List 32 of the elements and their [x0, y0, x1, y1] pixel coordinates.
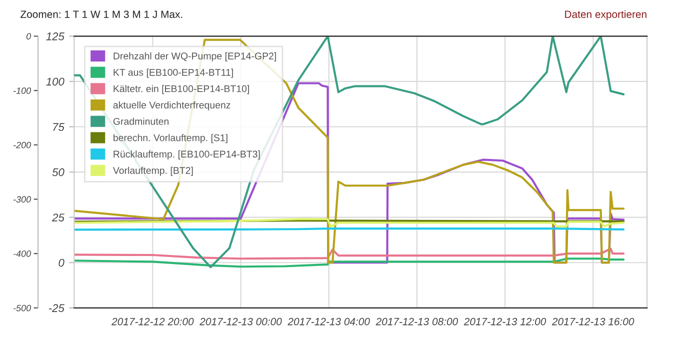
line-series — [74, 218, 625, 228]
text: Zoomen: 1 T 1 W 1 M 3 M 1 J Max. — [20, 10, 182, 18]
line-series — [74, 258, 625, 268]
legend-label: Gradminuten — [113, 118, 168, 125]
x-tick-label: 2017-12-12 20:00 — [112, 318, 194, 326]
legend-label: Vorlauftemp. [BT2] — [112, 166, 193, 176]
y-tick-label: 0 — [58, 258, 64, 267]
y2-tick-label: 0 — [26, 33, 32, 40]
line-series — [74, 248, 625, 260]
y-tick-label: 75 — [53, 123, 64, 131]
legend-label: KT aus [EB100-EP14-BT11] — [114, 68, 233, 78]
x-tick-label: 2017-12-13 08:00 — [376, 318, 458, 326]
y2-tick-label: -500 — [13, 304, 32, 312]
legend-label: Rücklauftemp. [EB100-EP14-BT3] — [114, 150, 260, 160]
y2-tick-label: -100 — [13, 87, 32, 94]
legend-label: berechn. Vorlauftemp. [S1] — [114, 134, 228, 144]
y2-tick-label: -200 — [13, 142, 32, 148]
legend-label: Drehzahl der WQ-Pumpe [EP14-GP2] — [114, 52, 276, 62]
x-tick-label: 2017-12-13 12:00 — [464, 318, 546, 326]
x-tick-label: 2017-12-13 00:00 — [200, 318, 282, 326]
y-tick-label: 25 — [52, 214, 64, 222]
y-tick-label: -25 — [48, 304, 64, 312]
y2-tick-label: -300 — [13, 196, 32, 203]
y-tick-label: 100 — [46, 78, 64, 86]
y2-tick-label: -400 — [13, 250, 32, 257]
x-tick-label: 2017-12-13 16:00 — [552, 318, 634, 326]
text: Daten exportieren — [565, 10, 646, 20]
legend-label: Kältetr. ein [EB100-EP14-BT10] — [114, 85, 249, 94]
y-tick-label: 125 — [46, 32, 64, 40]
x-tick-label: 2017-12-13 04:00 — [288, 318, 370, 326]
y-tick-label: 50 — [52, 168, 64, 176]
legend-label: aktuelle Verdichterfrequenz — [113, 101, 230, 110]
